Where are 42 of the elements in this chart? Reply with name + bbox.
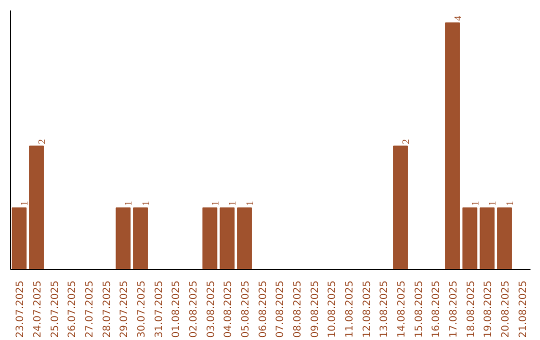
x-tick-label: 28.07.2025 — [102, 280, 113, 338]
x-tick-label: 11.08.2025 — [344, 280, 356, 338]
x-tick-label: 19.08.2025 — [483, 280, 494, 338]
x-tick-label: 20.08.2025 — [500, 280, 512, 338]
data-label: 2 — [401, 139, 412, 144]
x-tick-label: 27.07.2025 — [84, 280, 96, 338]
data-label: 1 — [124, 200, 135, 206]
data-label: 1 — [470, 200, 482, 206]
x-tick-label: 05.08.2025 — [240, 280, 252, 338]
data-label: 1 — [228, 200, 239, 206]
x-tick-label: 29.07.2025 — [119, 280, 130, 338]
x-tick-label: 25.07.2025 — [50, 280, 61, 338]
x-tick-label: 08.08.2025 — [292, 280, 304, 338]
data-label: 4 — [453, 16, 464, 21]
data-label: 1 — [20, 200, 31, 206]
data-label: 1 — [141, 200, 152, 206]
x-tick-label: 06.08.2025 — [258, 280, 269, 338]
x-tick-label: 21.08.2025 — [518, 280, 529, 338]
x-tick-label: 12.08.2025 — [362, 280, 373, 338]
data-label: 2 — [37, 139, 48, 144]
x-tick-label: 09.08.2025 — [310, 280, 321, 338]
x-tick-label: 02.08.2025 — [188, 280, 200, 338]
data-label: 1 — [488, 200, 499, 206]
x-tick-label: 18.08.2025 — [466, 280, 477, 338]
x-tick-label: 17.08.2025 — [448, 280, 460, 338]
x-tick-label: 04.08.2025 — [223, 280, 234, 338]
x-tick-label: 03.08.2025 — [206, 280, 217, 338]
x-tick-label: 14.08.2025 — [396, 280, 408, 338]
x-tick-label: 31.07.2025 — [154, 280, 165, 338]
x-tick-label: 07.08.2025 — [275, 280, 286, 338]
x-tick-label: 13.08.2025 — [379, 280, 390, 338]
x-tick-label: 01.08.2025 — [171, 280, 182, 338]
x-tick-label: 26.07.2025 — [67, 280, 78, 338]
x-tick-label: 23.07.2025 — [15, 280, 26, 338]
data-label: 1 — [245, 200, 256, 206]
x-tick-label: 10.08.2025 — [327, 280, 338, 338]
x-tick-label: 16.08.2025 — [431, 280, 442, 338]
x-tick-label: 24.07.2025 — [32, 280, 44, 338]
x-tick-label: 30.07.2025 — [136, 280, 148, 338]
x-tick-label: 15.08.2025 — [414, 280, 425, 338]
data-label: 1 — [210, 200, 222, 206]
data-label: 1 — [505, 200, 516, 206]
